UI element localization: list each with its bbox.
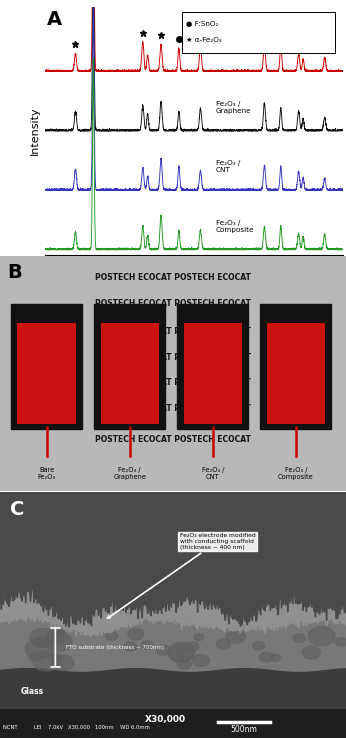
Circle shape [106, 632, 118, 641]
Circle shape [25, 639, 52, 658]
Text: C: C [10, 500, 25, 519]
Circle shape [253, 641, 265, 649]
FancyBboxPatch shape [17, 323, 76, 424]
Circle shape [141, 641, 153, 649]
Circle shape [49, 653, 62, 663]
Circle shape [293, 634, 306, 643]
Text: X30,000: X30,000 [145, 715, 186, 724]
Circle shape [124, 642, 137, 651]
Circle shape [193, 655, 210, 666]
Text: ★ α-Fe₂O₃: ★ α-Fe₂O₃ [186, 36, 222, 43]
FancyBboxPatch shape [0, 708, 346, 738]
Text: POSTECH ECOCAT POSTECH ECOCAT: POSTECH ECOCAT POSTECH ECOCAT [95, 435, 251, 444]
Text: POSTECH ECOCAT POSTECH ECOCAT: POSTECH ECOCAT POSTECH ECOCAT [95, 299, 251, 308]
FancyBboxPatch shape [182, 12, 335, 52]
FancyBboxPatch shape [0, 256, 346, 491]
Text: B: B [7, 263, 22, 282]
FancyBboxPatch shape [94, 304, 165, 429]
Circle shape [260, 652, 273, 662]
Circle shape [169, 645, 193, 663]
Text: FTO substrate (thickness ~ 700nm): FTO substrate (thickness ~ 700nm) [66, 644, 164, 649]
Circle shape [168, 642, 195, 661]
Circle shape [335, 638, 346, 646]
Y-axis label: Intensity: Intensity [29, 107, 39, 155]
Circle shape [46, 632, 72, 651]
FancyBboxPatch shape [11, 304, 82, 429]
Text: Bare
Fe₂O₃: Bare Fe₂O₃ [38, 467, 56, 480]
Circle shape [270, 654, 280, 661]
Circle shape [186, 642, 199, 651]
Circle shape [33, 637, 46, 646]
Text: POSTECH ECOCAT POSTECH ECOCAT: POSTECH ECOCAT POSTECH ECOCAT [95, 404, 251, 413]
Circle shape [308, 627, 335, 646]
Text: Fe₂O₃ /
Graphene: Fe₂O₃ / Graphene [113, 467, 146, 480]
Text: A: A [47, 10, 62, 29]
Text: Fe₂O₃ /
Composite: Fe₂O₃ / Composite [278, 467, 314, 480]
Text: POSTECH ECOCAT POSTECH ECOCAT: POSTECH ECOCAT POSTECH ECOCAT [95, 353, 251, 362]
Text: Fe₂O₃ electrode modified
with conducting scaffold
(thickness ~ 400 nm): Fe₂O₃ electrode modified with conducting… [108, 533, 256, 618]
Text: POSTECH ECOCAT POSTECH ECOCAT: POSTECH ECOCAT POSTECH ECOCAT [95, 327, 251, 336]
Text: POSTECH ECOCAT POSTECH ECOCAT: POSTECH ECOCAT POSTECH ECOCAT [95, 379, 251, 387]
Text: POSTECH ECOCAT POSTECH ECOCAT: POSTECH ECOCAT POSTECH ECOCAT [95, 273, 251, 282]
Circle shape [302, 646, 320, 659]
FancyBboxPatch shape [183, 323, 242, 424]
Circle shape [128, 629, 144, 640]
FancyBboxPatch shape [100, 323, 159, 424]
Circle shape [194, 633, 204, 641]
Text: Fe₂O₃ /
Composite: Fe₂O₃ / Composite [216, 220, 255, 232]
Circle shape [52, 655, 74, 671]
Circle shape [29, 653, 41, 661]
X-axis label: 2θ: 2θ [187, 280, 201, 290]
FancyBboxPatch shape [266, 323, 325, 424]
Text: Fe₂O₃ /
CNT: Fe₂O₃ / CNT [216, 160, 240, 173]
FancyBboxPatch shape [260, 304, 331, 429]
Circle shape [177, 659, 191, 669]
FancyBboxPatch shape [0, 492, 346, 708]
Circle shape [216, 639, 231, 649]
Text: 500nm: 500nm [230, 725, 257, 734]
Text: NCNT          LEI    7.0kV   X30,000   100nm    WD 6.0mm: NCNT LEI 7.0kV X30,000 100nm WD 6.0mm [3, 725, 150, 729]
Circle shape [30, 629, 56, 647]
Text: Glass: Glass [21, 687, 44, 696]
FancyBboxPatch shape [177, 304, 248, 429]
Circle shape [226, 630, 245, 644]
Circle shape [56, 631, 64, 637]
Circle shape [156, 645, 170, 655]
Circle shape [33, 652, 60, 671]
Circle shape [46, 630, 67, 644]
Text: Bare
Fe₂O₃: Bare Fe₂O₃ [216, 37, 236, 49]
Text: Fe₂O₃ /
Graphene: Fe₂O₃ / Graphene [216, 100, 252, 114]
Text: Fe₂O₃ /
CNT: Fe₂O₃ / CNT [201, 467, 224, 480]
Text: ● F:SnO₂: ● F:SnO₂ [186, 21, 219, 27]
